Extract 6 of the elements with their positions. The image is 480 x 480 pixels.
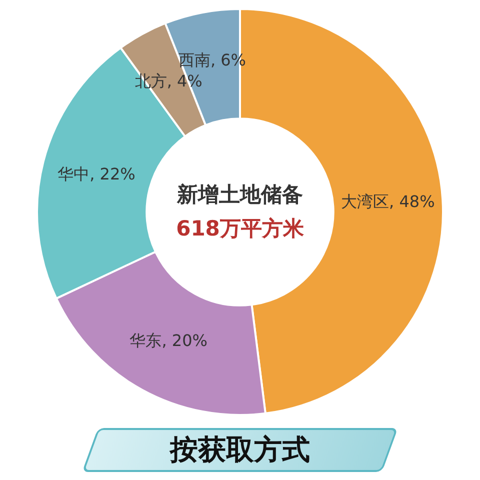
text: 618万平方米 bbox=[176, 216, 305, 240]
text: 新增土地储备 bbox=[176, 182, 303, 206]
slice-label: 华东, 20% bbox=[130, 331, 208, 350]
text: 按获取方式 bbox=[168, 432, 311, 468]
slice-label: 大湾区, 48% bbox=[341, 192, 435, 211]
slice-label: 华中, 22% bbox=[58, 164, 136, 184]
